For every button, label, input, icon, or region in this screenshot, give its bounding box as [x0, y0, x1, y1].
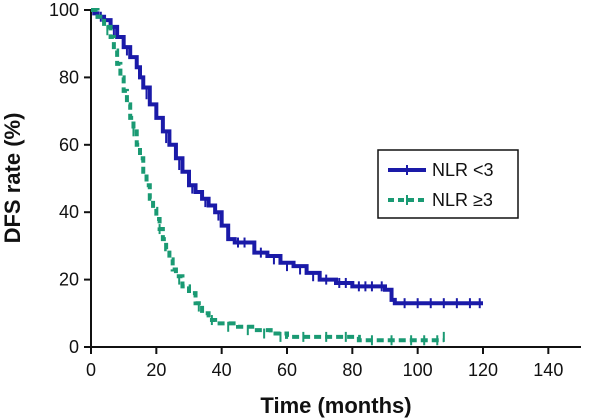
y-tick-label: 60 — [59, 135, 79, 155]
y-tick-label: 0 — [69, 337, 79, 357]
y-tick-label: 20 — [59, 270, 79, 290]
x-tick-label: 140 — [533, 360, 563, 380]
legend-label-1: NLR <3 — [432, 160, 494, 180]
legend-box — [377, 149, 519, 219]
y-axis: 0 20 40 60 80 100 DFS rate (%) — [0, 0, 92, 357]
series-line-1 — [91, 8, 483, 306]
series-line-2 — [91, 8, 444, 343]
x-ticks: 0 20 40 60 80 100 120 140 — [86, 347, 563, 380]
legend: NLR <3 NLR ≥3 — [377, 149, 519, 219]
legend-entry-1: NLR <3 — [388, 160, 494, 180]
x-tick-label: 60 — [277, 360, 297, 380]
x-tick-label: 100 — [403, 360, 433, 380]
x-tick-label: 80 — [342, 360, 362, 380]
x-tick-label: 40 — [212, 360, 232, 380]
y-axis-title: DFS rate (%) — [0, 113, 25, 244]
x-tick-label: 20 — [146, 360, 166, 380]
x-tick-label: 120 — [468, 360, 498, 380]
legend-label-2: NLR ≥3 — [432, 190, 493, 210]
y-tick-label: 100 — [49, 0, 79, 20]
y-tick-label: 80 — [59, 67, 79, 87]
x-axis: 0 20 40 60 80 100 120 140 Time (months) — [86, 346, 581, 418]
x-tick-label: 0 — [86, 360, 96, 380]
x-axis-title: Time (months) — [260, 393, 411, 418]
y-tick-label: 40 — [59, 202, 79, 222]
legend-entry-2: NLR ≥3 — [388, 190, 493, 210]
plot-series — [91, 8, 483, 346]
y-ticks: 0 20 40 60 80 100 — [49, 0, 91, 357]
